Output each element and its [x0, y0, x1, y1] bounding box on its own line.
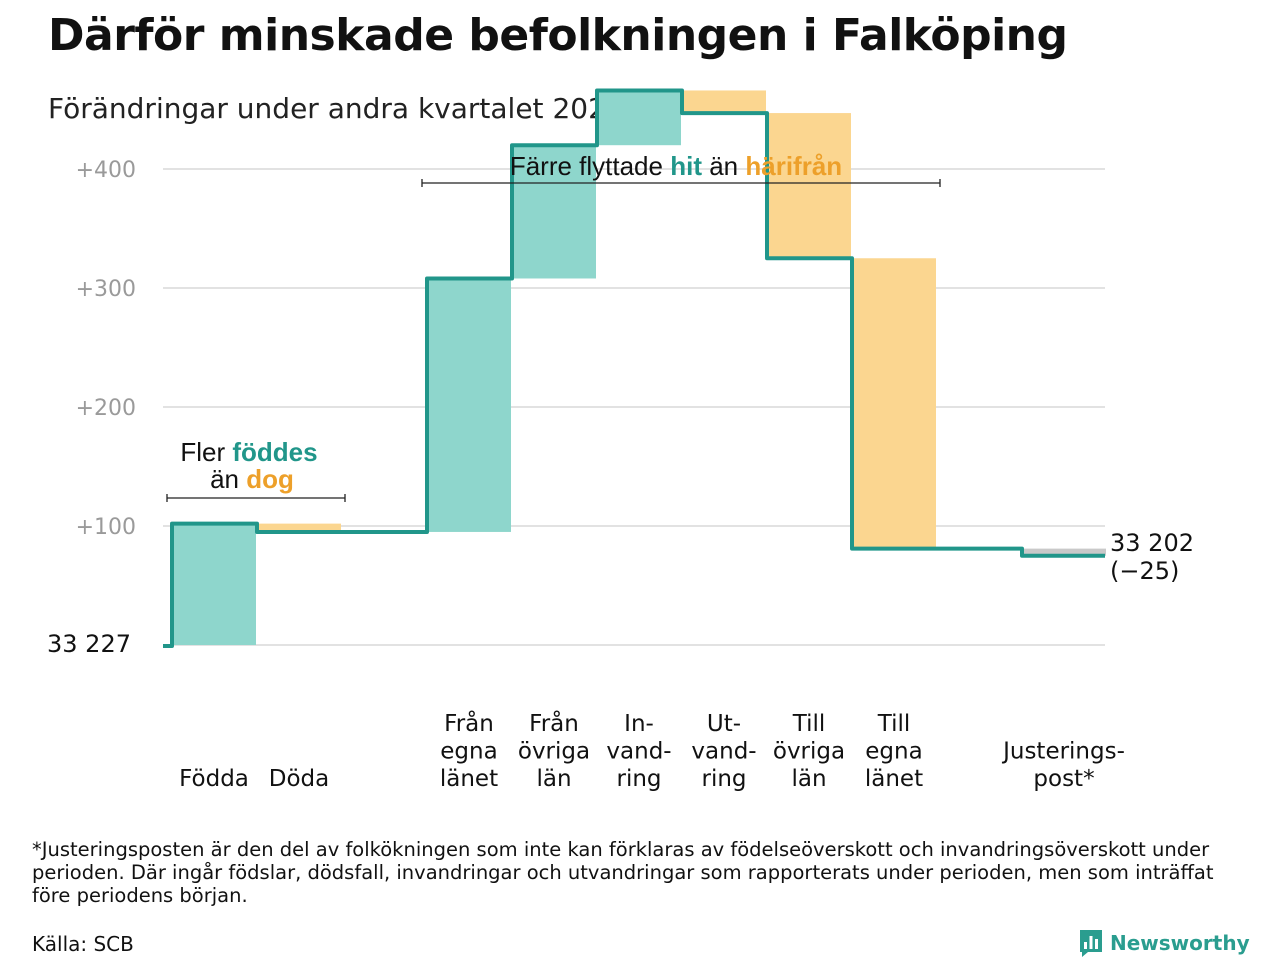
- category-label-line: egna: [440, 739, 497, 765]
- waterfall-bar: [767, 113, 851, 259]
- category-label-line: Till: [792, 711, 826, 737]
- moves-bracket: [421, 179, 941, 187]
- category-label-line: Döda: [269, 766, 329, 792]
- category-label-line: post*: [1033, 766, 1094, 792]
- category-label: Till egna länet: [865, 711, 923, 792]
- category-label-line: Från: [444, 709, 494, 737]
- category-label-line: vand-: [691, 739, 756, 765]
- category-label-line: ring: [701, 766, 746, 792]
- moves-annotation-teal: hit: [670, 151, 702, 181]
- category-label-line: Ut-: [707, 711, 741, 737]
- category-label-line: Till: [877, 711, 911, 737]
- moves-annotation-text: än: [702, 151, 745, 181]
- end-value-label: 33 202: [1110, 529, 1194, 557]
- moves-annotation-text: Färre flyttade: [510, 151, 670, 181]
- category-label-line: övriga: [518, 739, 590, 765]
- births-annotation-orange: dog: [246, 464, 294, 494]
- footnote: *Justeringsposten är den del av folkökni…: [32, 838, 1214, 907]
- start-value-label: 33 227: [47, 630, 131, 658]
- category-label-line: län: [791, 766, 826, 792]
- newsworthy-logo: Newsworthy: [1078, 926, 1250, 960]
- category-label: In-vand-ring: [606, 711, 671, 792]
- births-annotation-teal: föddes: [232, 437, 317, 467]
- moves-annotation-orange: härifrån: [745, 151, 842, 181]
- y-tick-label: +300: [76, 277, 136, 302]
- category-label: Justerings-post*: [1001, 739, 1125, 793]
- births-annotation-text: än: [210, 464, 246, 494]
- category-label-line: län: [536, 766, 571, 792]
- end-change-label: (−25): [1110, 557, 1179, 585]
- source-label: Källa: SCB: [32, 932, 134, 956]
- category-label-line: In-: [624, 711, 654, 737]
- category-label: Till övriga län: [773, 711, 845, 792]
- brand-name: Newsworthy: [1110, 931, 1250, 955]
- category-label-line: Justerings-: [1001, 739, 1125, 765]
- category-label: Från övriga län: [518, 709, 590, 792]
- waterfall-bar: [682, 90, 766, 114]
- category-label-line: Från: [529, 709, 579, 737]
- category-label-line: länet: [865, 766, 923, 792]
- category-label: Från egna länet: [440, 709, 498, 792]
- y-tick-label: +400: [76, 158, 136, 183]
- cumulative-step-line: [163, 88, 1105, 648]
- chart-title: Därför minskade befolkningen i Falköping: [48, 10, 1068, 61]
- category-label-line: länet: [440, 766, 498, 792]
- waterfall-bar: [852, 258, 936, 549]
- y-tick-label: +200: [76, 396, 136, 421]
- category-label: Döda: [269, 766, 329, 792]
- chart-subtitle: Förändringar under andra kvartalet 2023: [48, 92, 624, 125]
- births-annotation: Fler föddes än dog: [180, 437, 317, 494]
- waterfall-bar: [172, 523, 256, 645]
- category-label-line: egna: [865, 739, 922, 765]
- bar-chart-icon: [1080, 930, 1102, 957]
- waterfall-bar: [597, 90, 681, 146]
- moves-annotation: Färre flyttade hit än härifrån: [510, 151, 842, 181]
- waterfall-bar: [257, 523, 341, 532]
- category-label-line: övriga: [773, 739, 845, 765]
- waterfall-bar: [512, 145, 596, 279]
- y-tick-label: +100: [76, 515, 136, 540]
- category-label-line: Födda: [179, 766, 249, 792]
- category-label: Ut-vand-ring: [691, 711, 756, 792]
- category-label-line: ring: [616, 766, 661, 792]
- births-bracket: [166, 494, 346, 502]
- category-label: Födda: [179, 766, 249, 792]
- waterfall-bar: [427, 278, 511, 532]
- births-annotation-text: Fler: [180, 437, 232, 467]
- category-label-line: vand-: [606, 739, 671, 765]
- waterfall-bar: [1022, 548, 1106, 556]
